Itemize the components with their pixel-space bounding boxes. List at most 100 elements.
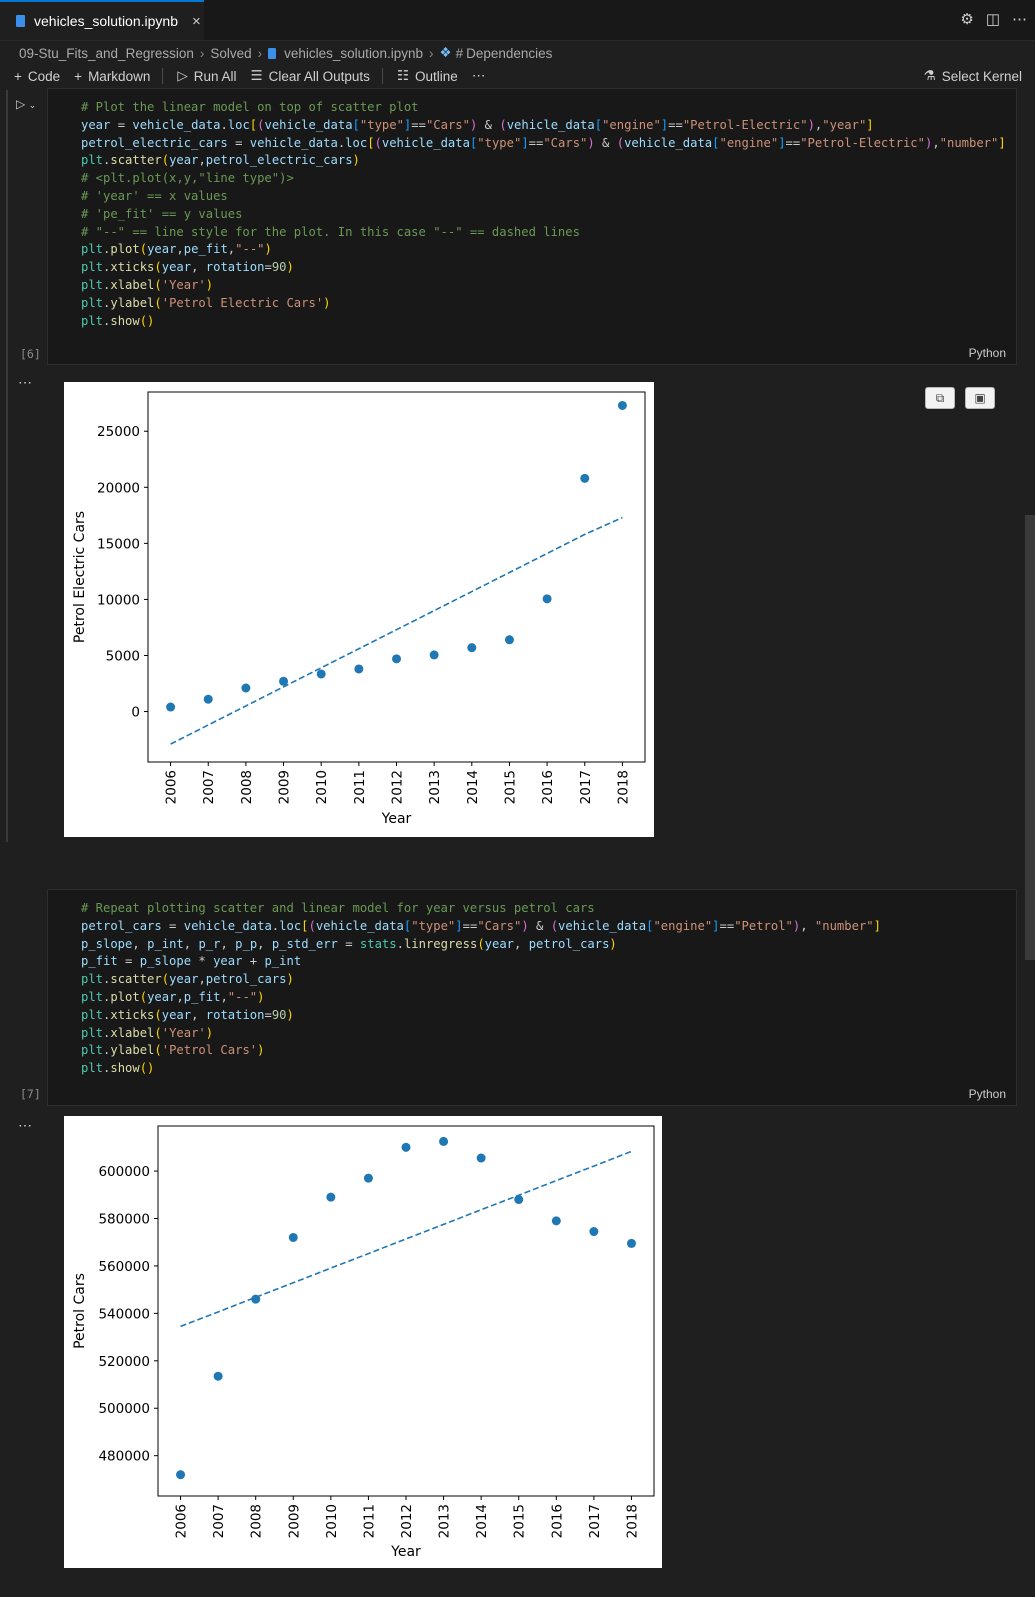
plot-frame xyxy=(157,1125,655,1497)
y-tick-label: 500000 xyxy=(98,1401,150,1417)
toolbar-divider xyxy=(162,68,164,84)
execution-count: [7] xyxy=(20,1087,41,1101)
x-tick-label: 2014 xyxy=(474,1504,490,1538)
add-code-cell-button[interactable]: + Code xyxy=(14,69,60,84)
x-tick-label: 2011 xyxy=(352,770,368,804)
notebook-toolbar: + Code + Markdown ▷ Run All ☰ Clear All … xyxy=(0,64,1035,88)
y-tick-label: 600000 xyxy=(98,1164,150,1180)
x-tick-label: 2016 xyxy=(540,770,556,804)
scatter-chart-petrol: 480000 500000 520000 540000 560000 580000 6000… xyxy=(72,1125,655,1560)
scatter-point xyxy=(401,1142,411,1152)
scatter-point xyxy=(279,676,289,686)
copy-icon: ⧉ xyxy=(935,390,945,405)
x-tick-label: 2018 xyxy=(615,770,631,804)
chevron-down-icon[interactable]: ⌄ xyxy=(28,100,37,110)
plot-frame xyxy=(147,391,646,763)
x-tick-label: 2014 xyxy=(465,770,481,804)
split-editor-icon[interactable]: ◫ xyxy=(985,11,1000,28)
x-tick-label: 2009 xyxy=(286,1504,302,1538)
y-tick-label: 560000 xyxy=(98,1259,150,1275)
more-icon: ⋯ xyxy=(471,68,486,83)
y-tick-label: 25000 xyxy=(97,424,140,440)
more-toolbar-button[interactable]: ⋯ xyxy=(472,68,486,84)
cell-language-label[interactable]: Python xyxy=(968,346,1006,360)
select-kernel-button[interactable]: ⚗ Select Kernel xyxy=(924,64,1022,88)
cell-language-label[interactable]: Python xyxy=(968,1087,1006,1101)
x-tick-label: 2008 xyxy=(239,770,255,804)
breadcrumb-folder[interactable]: Solved xyxy=(210,45,252,61)
scatter-point xyxy=(166,702,176,712)
scatter-point xyxy=(326,1192,336,1202)
y-tick-label: 520000 xyxy=(98,1354,150,1370)
run-cell-button[interactable]: ▷ ⌄ xyxy=(16,97,37,111)
scatter-chart-petrol-electric: 0 5000 10000 15000 20000 25000 2006 2007 2008 200… xyxy=(72,391,646,827)
close-icon[interactable]: × xyxy=(191,12,201,30)
scatter-point xyxy=(580,473,590,483)
scatter-point xyxy=(213,1371,223,1381)
code-cell-editor[interactable]: # Plot the linear model on top of scatte… xyxy=(47,88,1017,365)
code-cell-editor[interactable]: # Repeat plotting scatter and linear mod… xyxy=(47,889,1017,1106)
scatter-point xyxy=(203,694,213,704)
more-actions-icon[interactable]: ⋯ xyxy=(1012,11,1027,28)
settings-gear-icon[interactable]: ⚙ xyxy=(960,11,974,28)
run-all-label: Run All xyxy=(193,68,237,84)
clear-all-outputs-button[interactable]: ☰ Clear All Outputs xyxy=(251,68,370,84)
execution-count: [6] xyxy=(20,347,41,361)
y-tick-label: 10000 xyxy=(97,592,140,608)
x-axis-label: Year xyxy=(381,811,412,827)
x-tick-label: 2008 xyxy=(249,1504,265,1538)
add-markdown-label: Markdown xyxy=(88,68,151,84)
add-markdown-cell-button[interactable]: + Markdown xyxy=(74,69,150,84)
save-output-button[interactable]: ▣ xyxy=(965,387,995,409)
x-tick-label: 2006 xyxy=(174,1504,190,1538)
x-tick-label: 2012 xyxy=(399,1504,415,1538)
y-tick-label: 20000 xyxy=(97,480,140,496)
scatter-point xyxy=(476,1153,486,1163)
plot-output-petrol-electric: 0 5000 10000 15000 20000 25000 2006 2007 2008 200… xyxy=(64,382,654,837)
fit-line xyxy=(170,516,623,745)
code-content[interactable]: # Repeat plotting scatter and linear mod… xyxy=(81,901,881,1076)
breadcrumb-section[interactable]: Dependencies xyxy=(466,45,553,61)
vertical-scrollbar[interactable] xyxy=(1025,515,1035,960)
output-more-icon[interactable]: ⋯ xyxy=(18,374,32,390)
x-tick-label: 2015 xyxy=(502,770,518,804)
editor-tab-bar: vehicles_solution.ipynb × ⚙ ◫ ⋯ xyxy=(0,0,1035,41)
cell-focus-bar xyxy=(6,90,8,842)
select-kernel-label: Select Kernel xyxy=(941,68,1022,84)
breadcrumb-folder[interactable]: 09-Stu_Fits_and_Regression xyxy=(19,45,194,61)
scatter-point xyxy=(467,643,477,653)
scatter-point xyxy=(504,635,514,645)
toolbar-divider xyxy=(381,68,383,84)
x-tick-label: 2015 xyxy=(512,1504,528,1538)
plus-icon: + xyxy=(14,68,22,84)
scatter-point xyxy=(241,683,251,693)
scatter-point xyxy=(354,664,364,674)
breadcrumb: 09-Stu_Fits_and_Regression › Solved › ve… xyxy=(19,42,552,64)
x-tick-label: 2012 xyxy=(390,770,406,804)
scatter-point xyxy=(542,594,552,604)
tab-actions: ⚙ ◫ ⋯ xyxy=(960,10,1027,28)
output-more-icon[interactable]: ⋯ xyxy=(18,1117,32,1133)
y-tick-label: 540000 xyxy=(98,1306,150,1322)
scatter-point xyxy=(626,1238,636,1248)
outline-button[interactable]: ☷ Outline xyxy=(397,68,458,84)
scatter-point xyxy=(617,400,627,410)
x-tick-label: 2006 xyxy=(164,770,180,804)
x-tick-label: 2016 xyxy=(549,1504,565,1538)
plot-output-petrol: 480000 500000 520000 540000 560000 580000 6000… xyxy=(64,1116,662,1568)
chevron-right-icon: › xyxy=(428,45,434,61)
breadcrumb-file[interactable]: vehicles_solution.ipynb xyxy=(284,45,423,61)
scatter-point xyxy=(589,1227,599,1237)
x-tick-label: 2007 xyxy=(201,770,217,804)
scatter-point xyxy=(429,650,439,660)
copy-output-button[interactable]: ⧉ xyxy=(925,387,955,409)
tab-vehicles-solution[interactable]: vehicles_solution.ipynb × xyxy=(0,0,204,40)
x-tick-label: 2018 xyxy=(624,1504,640,1538)
code-content[interactable]: # Plot the linear model on top of scatte… xyxy=(81,100,1006,328)
scatter-point xyxy=(176,1470,186,1480)
x-tick-label: 2007 xyxy=(211,1504,227,1538)
scatter-point xyxy=(288,1232,298,1242)
kernel-icon: ⚗ xyxy=(923,68,936,83)
run-all-button[interactable]: ▷ Run All xyxy=(177,68,236,84)
y-tick-label: 480000 xyxy=(98,1449,150,1465)
